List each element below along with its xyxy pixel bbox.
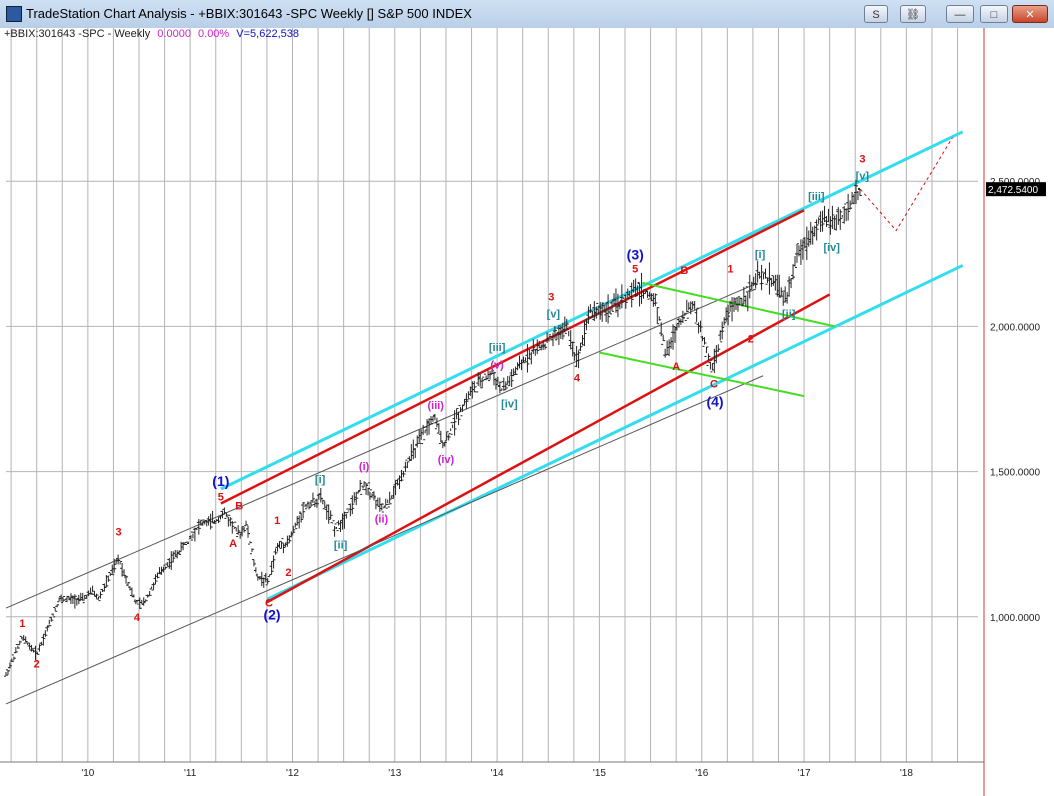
wave-label: C bbox=[710, 378, 718, 390]
link-button[interactable]: ⛓ bbox=[900, 5, 926, 23]
last-price-label: 2,472.5400 bbox=[988, 185, 1038, 196]
symbol-label: +BBIX:301643 -SPC - Weekly bbox=[4, 28, 151, 40]
wave-label: [iii] bbox=[489, 342, 506, 354]
wave-label: 3 bbox=[115, 526, 121, 538]
y-tick-label: 2,000.0000 bbox=[990, 322, 1040, 333]
wave-label: [iii] bbox=[808, 191, 825, 203]
price-bars bbox=[4, 179, 862, 677]
last-price-tag bbox=[986, 182, 1046, 197]
y-tick-label: 1,000.0000 bbox=[990, 613, 1040, 624]
projection-path bbox=[859, 137, 953, 232]
wave-label: 1 bbox=[274, 515, 280, 527]
wave-label: (i) bbox=[359, 461, 370, 473]
wave-label: [i] bbox=[315, 474, 326, 486]
wave-label: 2 bbox=[285, 567, 291, 579]
wave-label: 3 bbox=[859, 153, 865, 165]
wave-label: (iii) bbox=[427, 400, 444, 412]
app-icon bbox=[6, 6, 22, 22]
wave-label: 5 bbox=[218, 492, 224, 504]
volume-label: V=5,622,538 bbox=[236, 28, 299, 40]
wave-label: A bbox=[229, 538, 237, 550]
trendline-green-lower bbox=[599, 351, 805, 398]
x-tick-label: '16 bbox=[695, 768, 708, 779]
trendline-cyan-lower bbox=[266, 264, 964, 601]
x-tick-label: '17 bbox=[798, 768, 811, 779]
wave-label: 3 bbox=[548, 291, 554, 303]
info-bar: +BBIX:301643 -SPC - Weekly 0.0000 0.00% … bbox=[0, 28, 299, 44]
trendline-gray-lower bbox=[5, 375, 764, 705]
trendline-cyan-upper bbox=[220, 130, 964, 491]
trendline-gray-upper bbox=[5, 282, 759, 609]
chart-background bbox=[0, 28, 1054, 796]
wave-label: [ii] bbox=[334, 540, 348, 552]
wave-label: [iv] bbox=[823, 242, 840, 254]
price-chart[interactable]: '10 '11 '12 '13 '14 '15 '16 '17 '18 1,000.0000 1,5… bbox=[0, 28, 1054, 796]
x-tick-label: '14 bbox=[491, 768, 504, 779]
close-button[interactable]: ✕ bbox=[1012, 5, 1048, 23]
wave-label: B bbox=[235, 500, 243, 512]
wave-label: 1 bbox=[727, 264, 733, 276]
wave-label: C bbox=[265, 598, 273, 610]
percent-change: 0.00% bbox=[198, 28, 230, 40]
x-tick-label: '10 bbox=[81, 768, 94, 779]
wave-label: 4 bbox=[574, 373, 581, 385]
window-title: TradeStation Chart Analysis - +BBIX:3016… bbox=[26, 6, 472, 21]
net-change: 0.0000 bbox=[157, 28, 191, 40]
wave-label: A bbox=[672, 361, 680, 373]
wave-label: [v] bbox=[547, 309, 561, 321]
wave-label: (1) bbox=[212, 473, 229, 489]
x-tick-label: '13 bbox=[388, 768, 401, 779]
trendline-red-lower bbox=[266, 293, 831, 604]
wave-label: [i] bbox=[755, 249, 766, 261]
wave-label: 1 bbox=[19, 618, 25, 630]
s-button[interactable]: S bbox=[864, 5, 888, 23]
maximize-button[interactable]: □ bbox=[980, 5, 1008, 23]
wave-label: 2 bbox=[748, 333, 754, 345]
wave-label: (3) bbox=[627, 247, 644, 263]
wave-label: (4) bbox=[706, 393, 723, 409]
window-titlebar: TradeStation Chart Analysis - +BBIX:3016… bbox=[0, 0, 1054, 29]
minimize-button[interactable]: — bbox=[946, 5, 974, 23]
x-tick-label: '18 bbox=[900, 768, 913, 779]
wave-label: 2 bbox=[34, 659, 40, 671]
x-tick-label: '15 bbox=[593, 768, 606, 779]
x-tick-label: '12 bbox=[286, 768, 299, 779]
wave-label: (v) bbox=[490, 360, 504, 372]
wave-label: (iv) bbox=[438, 454, 455, 466]
wave-label: [iv] bbox=[501, 399, 518, 411]
wave-label: 4 bbox=[134, 612, 141, 624]
wave-label: B bbox=[680, 265, 688, 277]
trendline-red-upper bbox=[220, 209, 805, 505]
wave-label: [v] bbox=[856, 171, 870, 183]
wave-label: 5 bbox=[632, 264, 638, 276]
wave-label: (ii) bbox=[375, 513, 389, 525]
x-tick-label: '11 bbox=[184, 768, 197, 779]
y-tick-label: 1,500.0000 bbox=[990, 468, 1040, 479]
wave-label: [ii] bbox=[782, 309, 796, 321]
wave-label: (2) bbox=[263, 607, 280, 623]
